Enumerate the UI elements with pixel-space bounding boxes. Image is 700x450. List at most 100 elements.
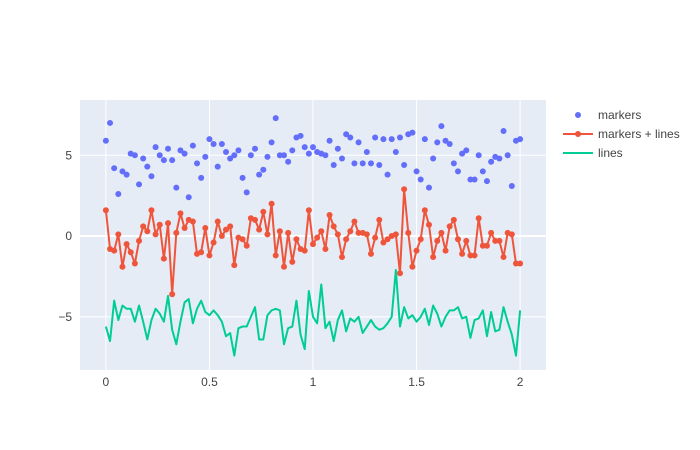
data-point[interactable] xyxy=(239,174,246,181)
data-point[interactable] xyxy=(152,231,159,238)
data-point[interactable] xyxy=(119,168,126,175)
data-point[interactable] xyxy=(314,234,321,241)
data-point[interactable] xyxy=(218,140,225,147)
data-point[interactable] xyxy=(231,152,238,159)
data-point[interactable] xyxy=(330,161,337,168)
data-point[interactable] xyxy=(260,208,267,215)
data-point[interactable] xyxy=(500,254,507,261)
data-point[interactable] xyxy=(475,152,482,159)
data-point[interactable] xyxy=(488,229,495,236)
data-point[interactable] xyxy=(144,228,151,235)
data-point[interactable] xyxy=(301,144,308,151)
data-point[interactable] xyxy=(252,216,259,223)
data-point[interactable] xyxy=(310,241,316,248)
data-point[interactable] xyxy=(305,150,312,157)
data-point[interactable] xyxy=(127,249,134,256)
data-point[interactable] xyxy=(504,152,511,159)
data-point[interactable] xyxy=(450,216,457,223)
data-point[interactable] xyxy=(227,223,234,230)
data-point[interactable] xyxy=(107,119,114,126)
data-point[interactable] xyxy=(214,163,221,170)
data-point[interactable] xyxy=(185,194,192,201)
data-point[interactable] xyxy=(372,234,379,241)
data-point[interactable] xyxy=(425,184,432,191)
data-point[interactable] xyxy=(322,245,329,252)
data-point[interactable] xyxy=(479,168,486,175)
data-point[interactable] xyxy=(463,147,470,154)
data-point[interactable] xyxy=(268,139,275,146)
data-point[interactable] xyxy=(152,144,159,151)
data-point[interactable] xyxy=(450,160,457,167)
data-point[interactable] xyxy=(459,250,466,257)
data-point[interactable] xyxy=(272,115,279,122)
data-point[interactable] xyxy=(102,207,109,214)
data-point[interactable] xyxy=(430,155,437,162)
data-point[interactable] xyxy=(160,157,167,164)
data-point[interactable] xyxy=(160,255,167,262)
data-point[interactable] xyxy=(372,134,379,141)
data-point[interactable] xyxy=(496,237,503,244)
data-point[interactable] xyxy=(214,218,221,225)
data-point[interactable] xyxy=(483,178,490,185)
data-point[interactable] xyxy=(363,231,370,238)
data-point[interactable] xyxy=(471,176,478,183)
data-point[interactable] xyxy=(479,242,486,249)
data-point[interactable] xyxy=(508,182,515,189)
data-point[interactable] xyxy=(339,155,345,162)
data-point[interactable] xyxy=(252,145,259,152)
data-point[interactable] xyxy=(517,136,524,143)
data-point[interactable] xyxy=(392,149,399,156)
data-point[interactable] xyxy=(351,160,358,167)
data-point[interactable] xyxy=(405,229,412,236)
data-point[interactable] xyxy=(131,152,138,159)
data-point[interactable] xyxy=(202,153,209,160)
data-point[interactable] xyxy=(276,152,283,159)
data-point[interactable] xyxy=(123,171,130,178)
data-point[interactable] xyxy=(401,186,408,193)
data-point[interactable] xyxy=(343,236,350,243)
data-point[interactable] xyxy=(206,252,213,259)
data-point[interactable] xyxy=(343,131,350,138)
data-point[interactable] xyxy=(392,231,399,238)
data-point[interactable] xyxy=(189,142,196,149)
data-point[interactable] xyxy=(206,136,213,143)
data-point[interactable] xyxy=(115,191,122,198)
data-point[interactable] xyxy=(438,123,445,130)
data-point[interactable] xyxy=(136,181,143,188)
data-point[interactable] xyxy=(384,171,391,178)
data-point[interactable] xyxy=(517,260,524,267)
data-point[interactable] xyxy=(293,236,300,243)
data-point[interactable] xyxy=(165,220,172,227)
data-point[interactable] xyxy=(148,173,155,180)
data-point[interactable] xyxy=(355,229,362,236)
data-point[interactable] xyxy=(243,242,250,249)
data-point[interactable] xyxy=(334,231,341,238)
data-point[interactable] xyxy=(177,147,184,154)
data-point[interactable] xyxy=(169,291,176,298)
data-point[interactable] xyxy=(189,218,196,225)
data-point[interactable] xyxy=(264,231,271,238)
data-point[interactable] xyxy=(285,158,292,165)
data-point[interactable] xyxy=(355,139,362,146)
data-point[interactable] xyxy=(413,247,420,254)
data-point[interactable] xyxy=(376,216,383,223)
data-point[interactable] xyxy=(475,215,482,222)
data-point[interactable] xyxy=(459,150,466,157)
data-point[interactable] xyxy=(223,226,230,233)
data-point[interactable] xyxy=(339,254,345,261)
data-point[interactable] xyxy=(115,231,122,238)
data-point[interactable] xyxy=(467,176,474,183)
data-point[interactable] xyxy=(409,263,416,270)
data-point[interactable] xyxy=(446,223,453,230)
data-point[interactable] xyxy=(326,137,333,144)
data-point[interactable] xyxy=(264,153,271,160)
data-point[interactable] xyxy=(347,228,354,235)
data-point[interactable] xyxy=(359,160,366,167)
data-point[interactable] xyxy=(442,247,449,254)
data-point[interactable] xyxy=(384,236,391,243)
data-point[interactable] xyxy=(488,158,495,165)
data-point[interactable] xyxy=(243,189,250,196)
data-point[interactable] xyxy=(227,155,234,162)
data-point[interactable] xyxy=(434,237,441,244)
data-point[interactable] xyxy=(260,166,267,173)
